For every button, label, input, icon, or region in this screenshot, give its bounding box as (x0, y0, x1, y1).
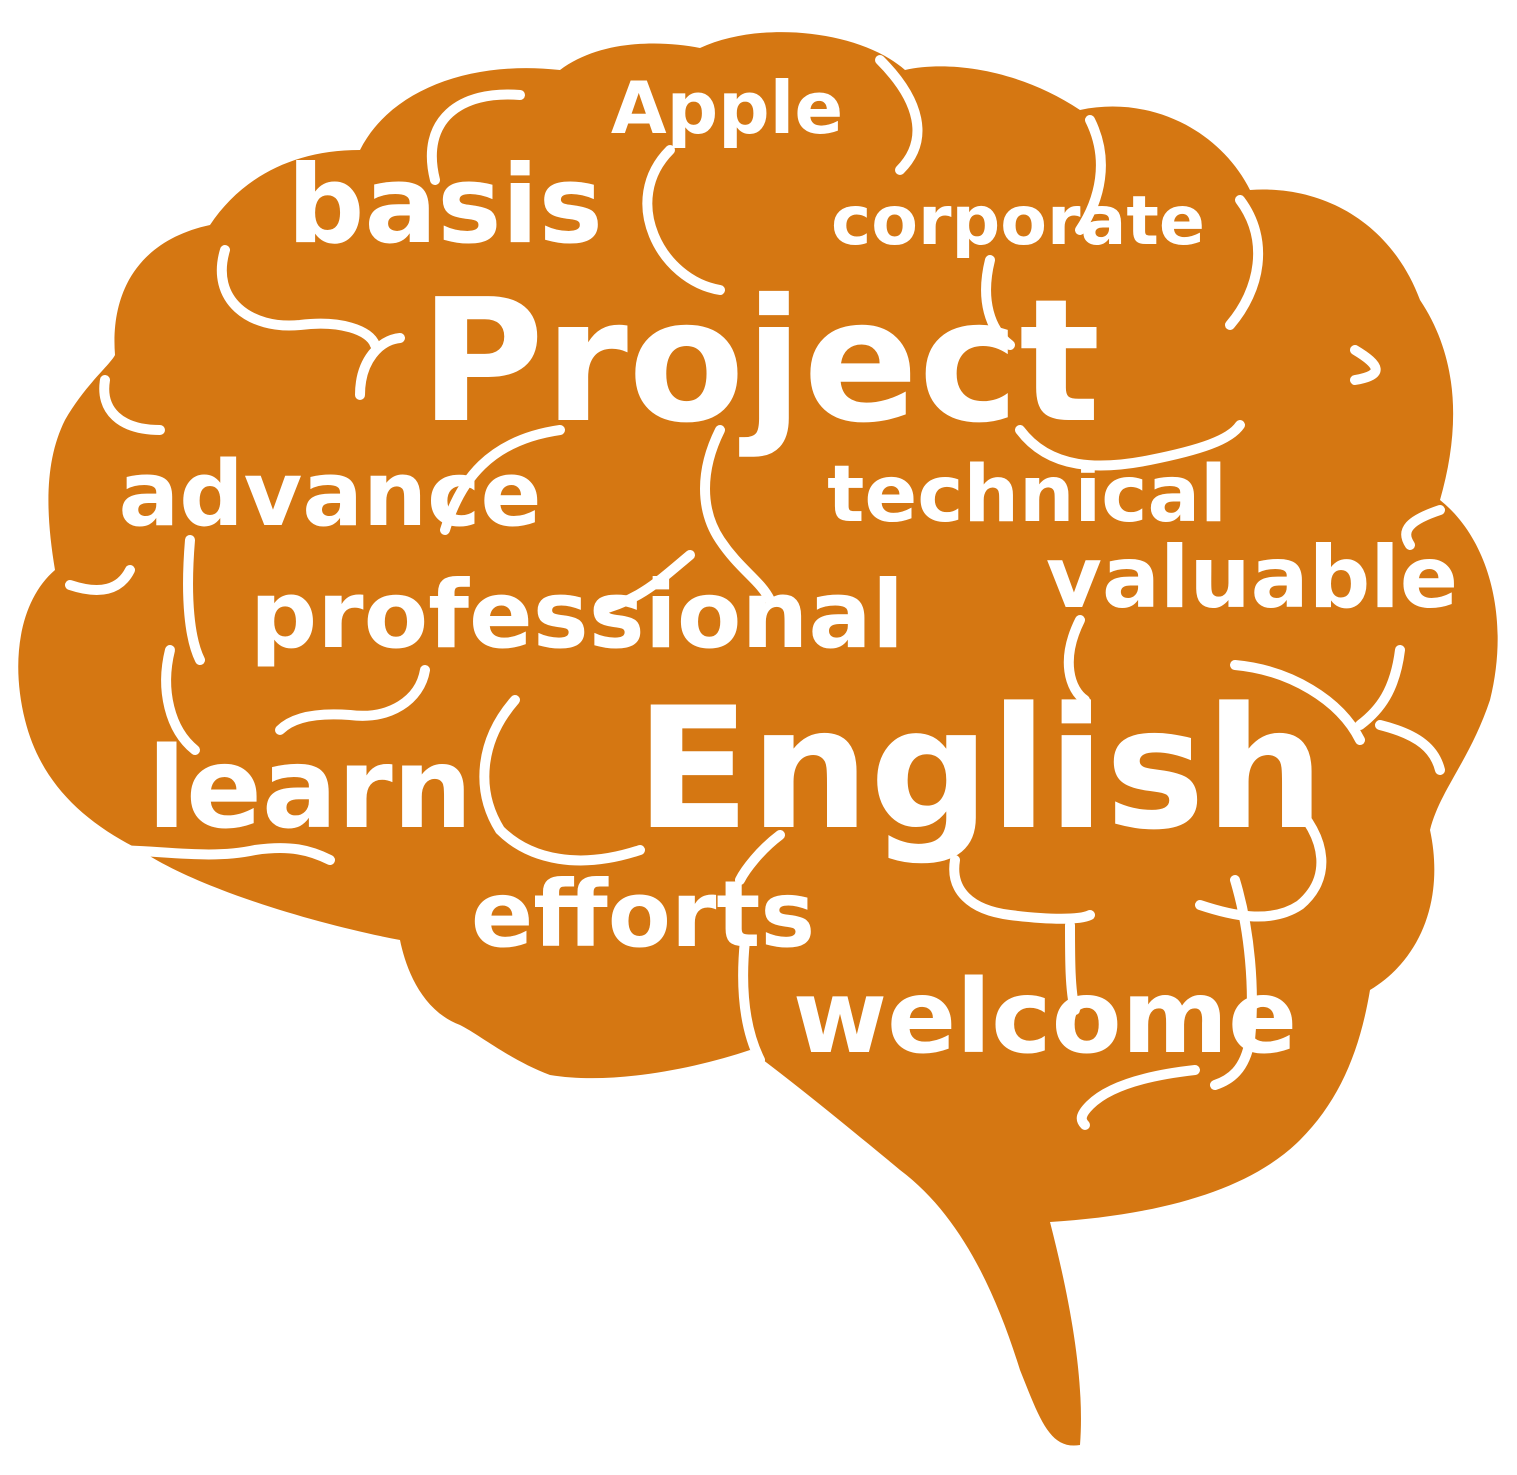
brain-folds (65, 55, 1445, 1130)
word-cloud: Apple basis corporate Project advance te… (118, 66, 1458, 1077)
word-english: English (635, 671, 1324, 867)
word-learn: learn (148, 724, 473, 854)
word-advance: advance (118, 442, 541, 547)
word-technical: technical (827, 450, 1227, 540)
word-project: Project (420, 263, 1101, 461)
word-apple: Apple (611, 66, 843, 150)
word-corporate: corporate (831, 182, 1205, 261)
brain-shape (18, 32, 1498, 1446)
word-efforts: efforts (471, 861, 815, 968)
word-professional: professional (250, 561, 904, 670)
word-welcome: welcome (793, 958, 1297, 1077)
word-basis: basis (287, 143, 603, 268)
word-valuable: valuable (1046, 528, 1458, 628)
